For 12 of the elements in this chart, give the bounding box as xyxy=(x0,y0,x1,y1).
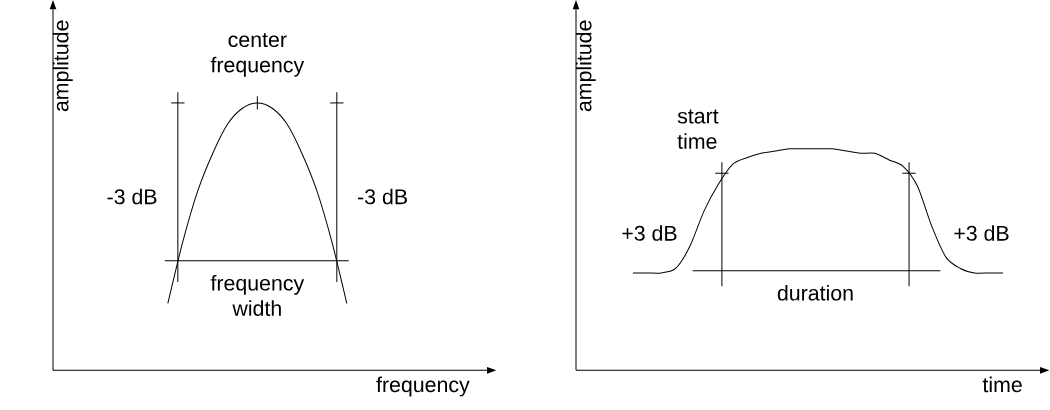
annotation: start time xyxy=(677,109,719,149)
y-axis-title: amplitude xyxy=(575,20,596,112)
text: -3 dB xyxy=(107,188,157,205)
annotation: +3 dB xyxy=(622,225,677,241)
text: center frequency xyxy=(210,32,305,77)
y-axis-title: amplitude xyxy=(52,20,73,112)
annotation: +3 dB xyxy=(954,225,1009,241)
ref-line-label: frequency width xyxy=(210,274,305,316)
ref-line-label: duration xyxy=(777,284,853,301)
x-axis-title: frequency xyxy=(376,376,470,397)
text: -3 dB xyxy=(358,188,407,205)
x-axis-title: time xyxy=(982,376,1022,393)
